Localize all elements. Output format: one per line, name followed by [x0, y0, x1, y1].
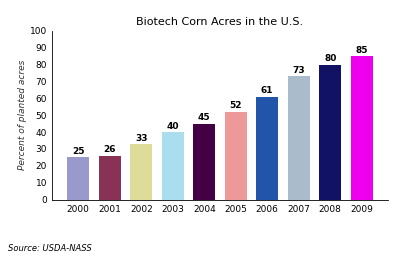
Bar [130, 144, 152, 200]
Title: Biotech Corn Acres in the U.S.: Biotech Corn Acres in the U.S. [136, 17, 304, 27]
Text: 25: 25 [72, 147, 84, 156]
Text: 40: 40 [166, 122, 179, 131]
Bar [162, 132, 184, 200]
Text: 45: 45 [198, 113, 210, 122]
Y-axis label: Percent of planted acres: Percent of planted acres [18, 60, 27, 170]
Bar [225, 112, 247, 200]
Bar [319, 65, 341, 200]
Bar [351, 56, 373, 200]
Text: 73: 73 [292, 66, 305, 75]
Bar [288, 76, 310, 200]
Bar [193, 124, 215, 200]
Text: 80: 80 [324, 54, 336, 63]
Text: 61: 61 [261, 86, 274, 95]
Bar [67, 157, 89, 200]
Text: Source: USDA-NASS: Source: USDA-NASS [8, 244, 92, 253]
Bar [99, 156, 121, 200]
Text: 26: 26 [104, 145, 116, 154]
Text: 52: 52 [230, 101, 242, 111]
Text: 33: 33 [135, 134, 148, 143]
Text: 85: 85 [356, 46, 368, 55]
Bar [256, 97, 278, 200]
